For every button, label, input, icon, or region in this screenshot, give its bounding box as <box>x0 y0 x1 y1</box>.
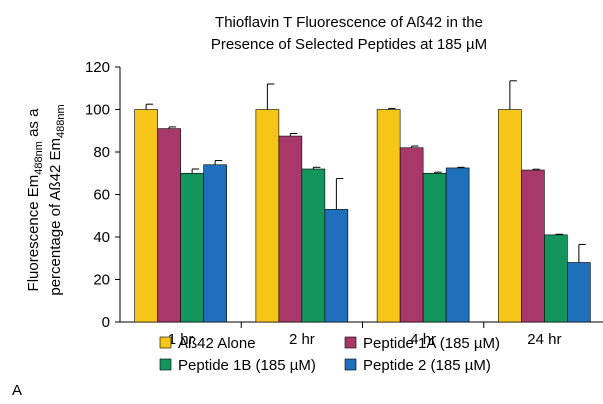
bar <box>521 169 545 323</box>
bar <box>544 234 568 323</box>
svg-text:percentage of Aß42 Em488nm: percentage of Aß42 Em488nm <box>47 104 67 295</box>
plot-area: 0 20 40 60 80 100 120 1 hr 2 hr 4 hr 24 hr <box>85 59 603 348</box>
bar <box>255 109 280 323</box>
bar <box>498 109 522 323</box>
chart-title-line1: Thioflavin T Fluorescence of Aß42 in the <box>215 14 483 31</box>
y-axis-label-line1-sub: 488nm <box>33 141 45 175</box>
legend-label: Peptide 1B (185 µM) <box>178 357 316 374</box>
legend-swatch <box>159 358 172 371</box>
y-tick-label: 60 <box>93 187 110 204</box>
legend-swatch <box>344 358 357 371</box>
bar <box>134 109 158 323</box>
bar <box>180 172 204 323</box>
y-tick-label: 0 <box>102 314 110 331</box>
legend-label: Peptide 2 (185 µM) <box>363 357 491 374</box>
y-axis-label-line2: percentage of Aß42 Em <box>47 138 64 296</box>
panel-label: A <box>12 382 22 399</box>
x-tick-label: 2 hr <box>289 331 315 348</box>
bar <box>376 109 401 323</box>
y-axis-label-line2-sub: 488nm <box>55 104 67 138</box>
x-tick-label: 4 hr <box>410 331 436 348</box>
y-axis-label-line1: Fluorescence Em <box>25 175 42 292</box>
y-tick-label: 120 <box>85 59 110 76</box>
bar <box>203 164 227 323</box>
bar <box>278 135 303 323</box>
legend-label: Peptide 1A (185 µM) <box>363 335 500 352</box>
y-tick-label: 100 <box>85 102 110 119</box>
legend-swatch <box>344 336 357 349</box>
svg-text:Fluorescence Em488nm as a: Fluorescence Em488nm as a <box>25 108 45 292</box>
bar <box>324 209 349 323</box>
y-axis-label: Fluorescence Em488nm as a percentage of … <box>25 104 67 295</box>
y-tick-label: 40 <box>93 229 110 246</box>
chart-title-line2: Presence of Selected Peptides at 185 µM <box>211 36 487 53</box>
bar <box>445 167 470 323</box>
y-axis-label-line1-tail: as a <box>25 108 42 141</box>
y-tick-label: 20 <box>93 272 110 289</box>
x-tick-label: 24 hr <box>527 331 561 348</box>
bar <box>301 168 326 323</box>
bar <box>157 128 181 323</box>
legend: Aß42 Alone Peptide 1A (185 µM) Peptide 1B … <box>159 335 500 374</box>
bar <box>399 147 424 323</box>
legend-swatch <box>159 336 172 349</box>
bar <box>422 172 447 323</box>
legend-label: Aß42 Alone <box>178 335 256 352</box>
y-tick-label: 80 <box>93 144 110 161</box>
x-tick-label: 1 hr <box>168 331 194 348</box>
bar <box>567 262 591 323</box>
